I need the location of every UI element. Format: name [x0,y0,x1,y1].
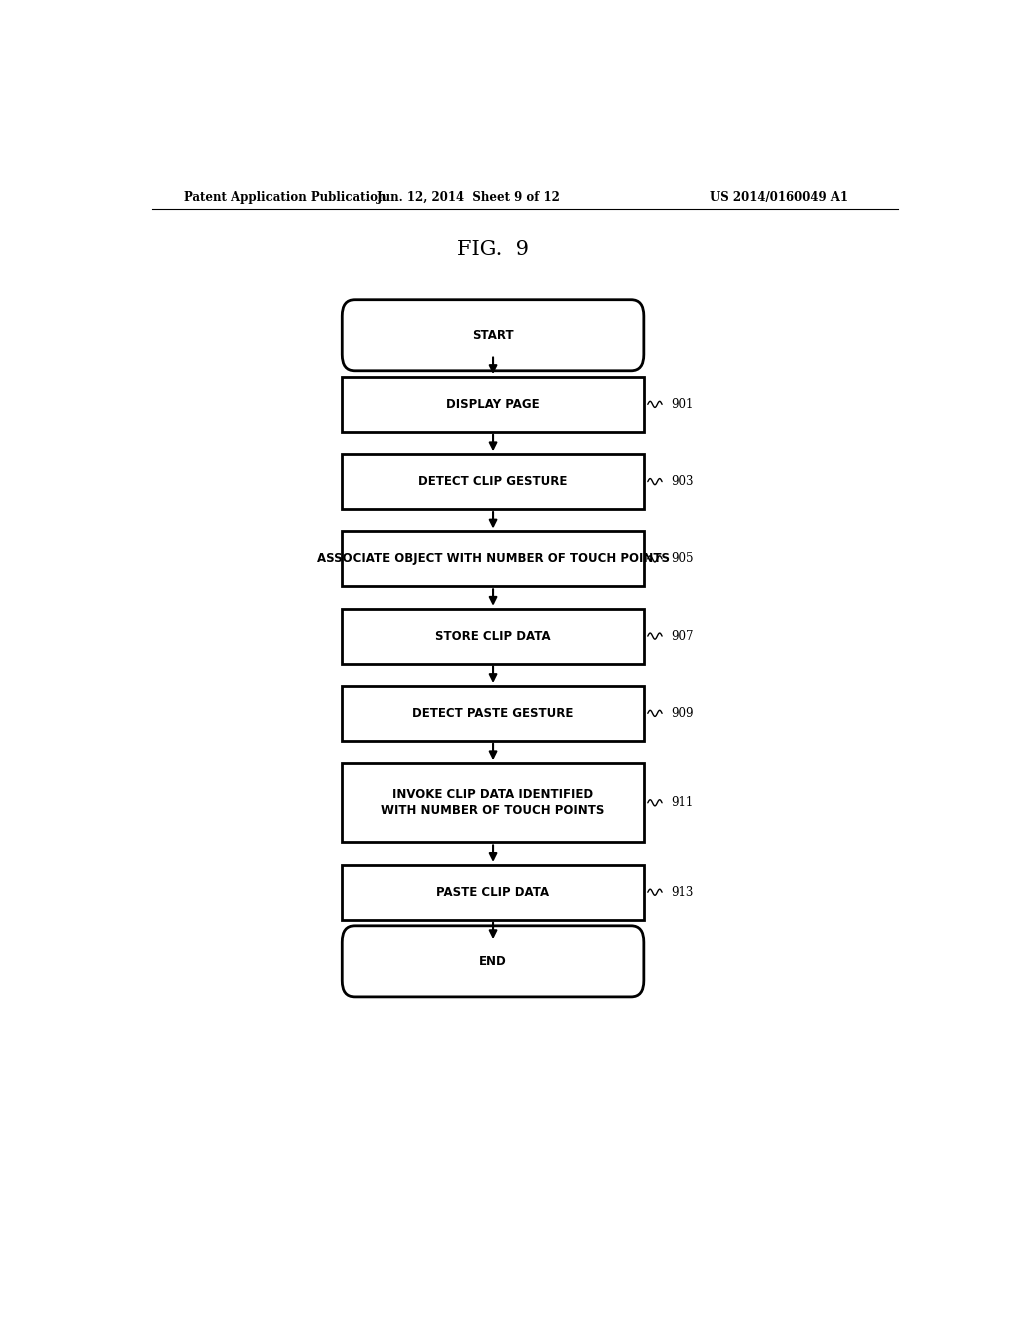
Text: 901: 901 [672,397,694,411]
Bar [342,865,644,920]
Text: INVOKE CLIP DATA IDENTIFIED
WITH NUMBER OF TOUCH POINTS: INVOKE CLIP DATA IDENTIFIED WITH NUMBER … [381,788,605,817]
Bar [342,454,644,510]
Text: 907: 907 [672,630,694,643]
FancyBboxPatch shape [342,925,644,997]
Text: FIG.  9: FIG. 9 [457,240,529,259]
Bar [342,763,644,842]
Text: Patent Application Publication: Patent Application Publication [183,190,386,203]
Text: 911: 911 [672,796,694,809]
Text: PASTE CLIP DATA: PASTE CLIP DATA [436,886,550,899]
Text: 913: 913 [672,886,694,899]
Bar [342,609,644,664]
Text: DETECT CLIP GESTURE: DETECT CLIP GESTURE [419,475,567,488]
Text: 903: 903 [672,475,694,488]
Bar [342,686,644,741]
Text: ASSOCIATE OBJECT WITH NUMBER OF TOUCH POINTS: ASSOCIATE OBJECT WITH NUMBER OF TOUCH PO… [316,552,670,565]
Bar [342,378,644,432]
Text: 909: 909 [672,706,694,719]
Text: US 2014/0160049 A1: US 2014/0160049 A1 [710,190,848,203]
Text: DETECT PASTE GESTURE: DETECT PASTE GESTURE [413,706,573,719]
Text: 905: 905 [672,552,694,565]
Text: STORE CLIP DATA: STORE CLIP DATA [435,630,551,643]
FancyBboxPatch shape [342,300,644,371]
Bar [342,532,644,586]
Text: START: START [472,329,514,342]
Text: END: END [479,954,507,968]
Text: DISPLAY PAGE: DISPLAY PAGE [446,397,540,411]
Text: Jun. 12, 2014  Sheet 9 of 12: Jun. 12, 2014 Sheet 9 of 12 [377,190,561,203]
